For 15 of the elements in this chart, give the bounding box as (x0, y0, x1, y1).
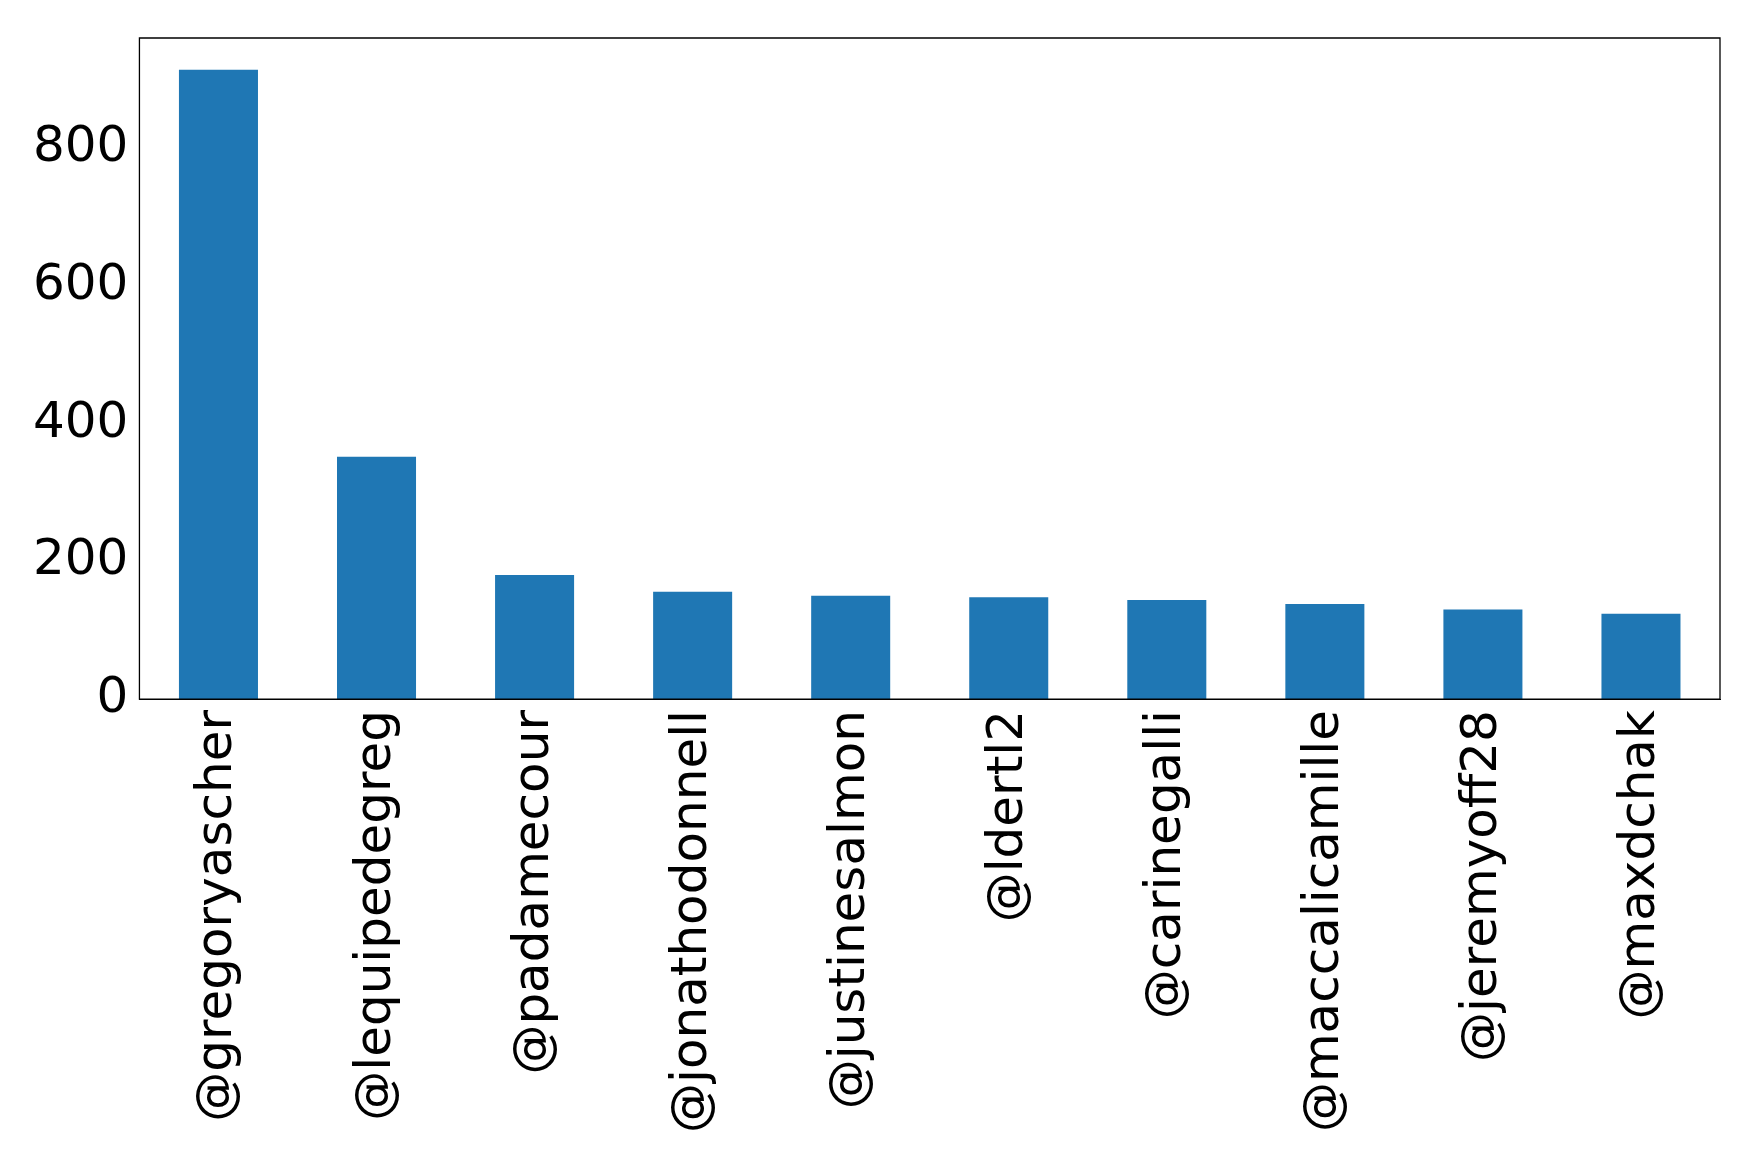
x-tick-label: @maccalicamille (1291, 710, 1350, 1133)
y-tick-label: 200 (33, 528, 129, 587)
y-tick-label: 400 (33, 390, 129, 449)
x-tick-label: @justinesalmon (817, 710, 876, 1110)
x-tick-label: @lequipedegreg (343, 710, 402, 1121)
x-tick-label: @gregoryascher (185, 709, 244, 1122)
y-tick-label: 0 (96, 666, 129, 725)
x-tick-label: @padamecour (501, 709, 560, 1075)
x-tick-label: @jeremyoff28 (1449, 710, 1508, 1062)
y-tick-label: 800 (33, 115, 129, 174)
x-tick-label: @jonathodonnell (659, 710, 718, 1133)
x-tick-label: @carinegalli (1133, 710, 1192, 1020)
x-tick-label: @maxdchak (1607, 710, 1666, 1020)
y-tick-label: 600 (33, 252, 129, 311)
x-tick-label: @ldertl2 (975, 710, 1034, 923)
